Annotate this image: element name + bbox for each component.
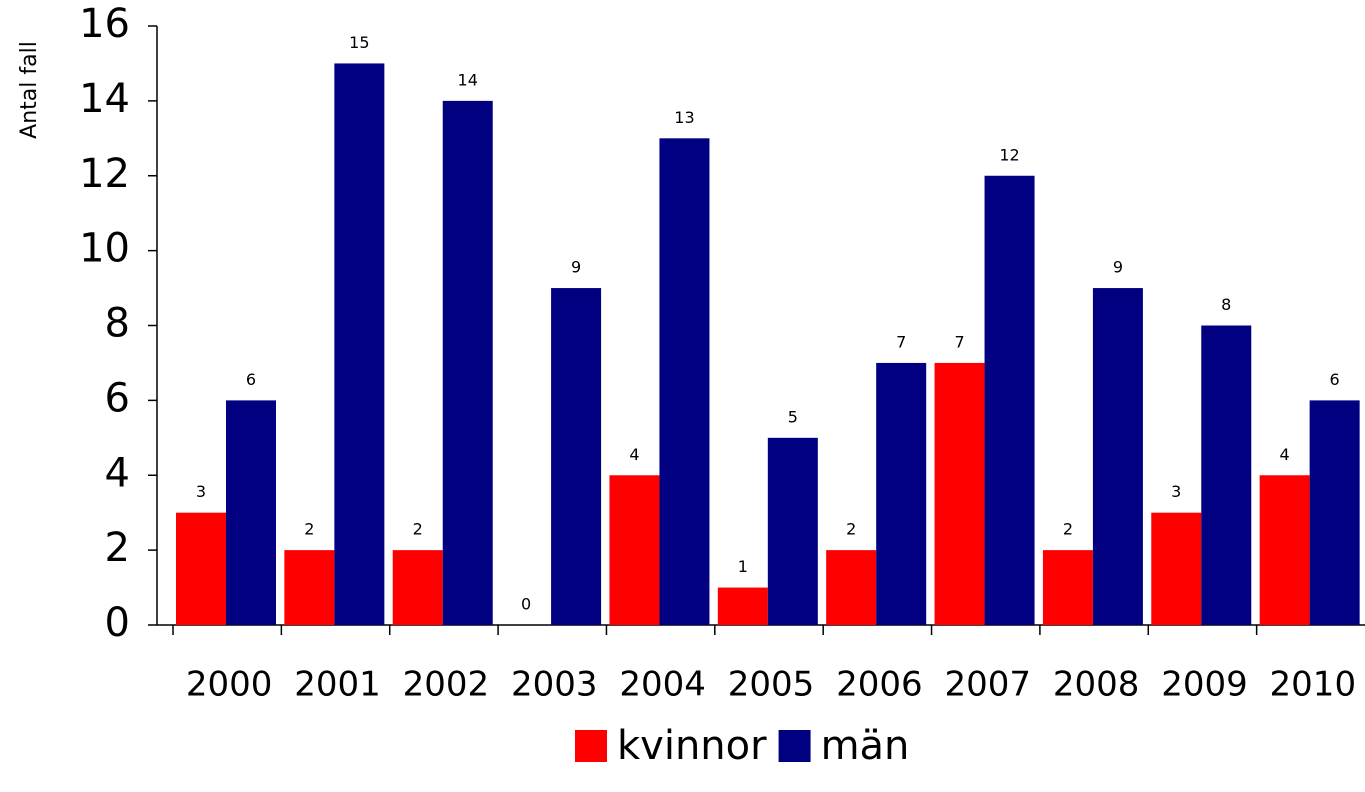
value-label: 6 [246, 370, 256, 389]
y-tick-label: 14 [79, 76, 130, 122]
value-label: 9 [571, 258, 581, 277]
value-label: 15 [349, 33, 369, 52]
bar [934, 362, 985, 625]
value-label: 3 [1171, 482, 1181, 501]
value-label: 2 [304, 520, 314, 539]
bar [1309, 400, 1360, 625]
value-label: 14 [458, 70, 478, 89]
y-tick-label: 12 [79, 151, 130, 197]
legend-label: kvinnor [617, 723, 767, 769]
bar [1201, 325, 1252, 625]
x-tick-label: 2009 [1161, 665, 1248, 705]
bar [767, 437, 818, 625]
x-tick-label: 2007 [944, 665, 1031, 705]
x-tick-label: 2004 [619, 665, 706, 705]
bar [334, 63, 385, 625]
y-tick-label: 4 [105, 450, 130, 496]
bar [609, 475, 660, 625]
x-tick-label: 2003 [511, 665, 598, 705]
value-label: 13 [674, 108, 694, 127]
value-label: 4 [1280, 445, 1290, 464]
bar [392, 550, 443, 625]
x-tick-label: 2010 [1270, 665, 1357, 705]
value-label: 0 [521, 595, 531, 614]
value-label: 2 [1063, 520, 1073, 539]
bar [1259, 475, 1310, 625]
bar [659, 138, 710, 625]
bar [226, 400, 276, 625]
bar [551, 288, 602, 625]
y-tick-label: 2 [105, 525, 130, 571]
value-label: 2 [413, 520, 423, 539]
bar [876, 362, 927, 625]
y-tick-label: 16 [79, 1, 130, 47]
bar [176, 512, 226, 625]
value-label: 8 [1221, 295, 1231, 314]
value-label: 6 [1330, 370, 1340, 389]
y-tick-label: 8 [105, 301, 130, 347]
legend-swatch [778, 730, 811, 762]
x-tick-label: 2000 [186, 665, 273, 705]
bar [826, 550, 877, 625]
bar [1042, 550, 1093, 625]
legend-swatch [575, 730, 607, 762]
value-label: 12 [999, 145, 1019, 164]
value-label: 4 [629, 445, 639, 464]
x-tick-label: 2002 [403, 665, 490, 705]
bar [984, 175, 1035, 625]
value-label: 7 [896, 332, 906, 351]
y-axis-label: Antal fall [17, 41, 42, 139]
x-tick-label: 2005 [728, 665, 815, 705]
bar [1151, 512, 1202, 625]
value-label: 7 [954, 332, 964, 351]
x-tick-label: 2001 [294, 665, 381, 705]
value-label: 3 [196, 482, 206, 501]
y-tick-label: 10 [79, 226, 130, 272]
y-tick-label: 6 [105, 375, 130, 421]
bar [284, 550, 335, 625]
bar [442, 100, 493, 625]
value-label: 2 [846, 520, 856, 539]
value-label: 5 [788, 407, 798, 426]
y-tick-label: 0 [105, 600, 130, 646]
x-tick-label: 2006 [836, 665, 923, 705]
x-tick-label: 2008 [1053, 665, 1140, 705]
bar [717, 587, 768, 625]
value-label: 9 [1113, 258, 1123, 277]
value-label: 1 [738, 557, 748, 576]
legend-label: män [821, 723, 910, 769]
bar [1092, 288, 1143, 625]
